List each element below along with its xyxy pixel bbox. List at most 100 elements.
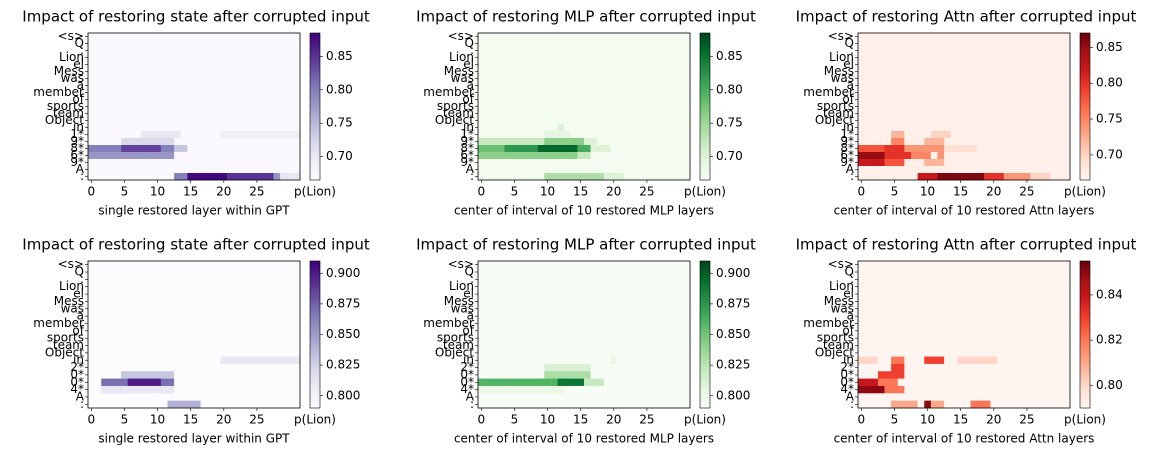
- heatmap-cell: [610, 159, 618, 167]
- heatmap-cell: [1036, 268, 1044, 276]
- heatmap-cell: [983, 89, 991, 97]
- heatmap-cell: [676, 327, 684, 335]
- heatmap-cell: [147, 349, 155, 357]
- heatmap-cell: [286, 393, 294, 401]
- heatmap-cell: [884, 159, 892, 167]
- heatmap-cell: [531, 319, 538, 328]
- heatmap-cell: [650, 378, 658, 387]
- heatmap-cell: [174, 371, 182, 379]
- heatmap-cell: [964, 261, 971, 269]
- heatmap-cell: [154, 349, 162, 357]
- heatmap-cell: [273, 400, 281, 409]
- heatmap-cell: [1036, 327, 1044, 335]
- heatmap-cell: [950, 341, 958, 350]
- heatmap-cell: [147, 400, 155, 409]
- heatmap-cell: [983, 61, 991, 69]
- heatmap-cell: [141, 33, 148, 41]
- heatmap-cell: [924, 117, 932, 125]
- heatmap-cell: [904, 297, 912, 306]
- heatmap-cell: [676, 356, 684, 365]
- heatmap-cell: [1063, 75, 1071, 83]
- heatmap-cell: [127, 54, 135, 62]
- y-tick-label: of: [72, 92, 84, 106]
- heatmap-cell: [997, 363, 1005, 372]
- heatmap-cell: [266, 33, 274, 41]
- heatmap-cell: [610, 400, 618, 409]
- heatmap-cell: [597, 124, 605, 132]
- heatmap-cell: [1030, 124, 1038, 132]
- y-tick-label: 9*: [70, 134, 84, 148]
- heatmap-cell: [643, 138, 651, 146]
- heatmap-cell: [260, 75, 268, 83]
- heatmap-cell: [227, 349, 235, 357]
- heatmap-cell: [531, 356, 538, 365]
- heatmap-cell: [107, 371, 115, 379]
- heatmap-cell: [266, 334, 274, 343]
- heatmap-cell: [944, 82, 952, 90]
- heatmap-cell: [220, 334, 228, 343]
- heatmap-cell: [917, 393, 925, 401]
- heatmap-cell: [864, 47, 872, 55]
- heatmap-cell: [531, 349, 538, 357]
- heatmap-cell: [1023, 305, 1031, 313]
- heatmap-cell: [213, 393, 221, 401]
- heatmap-cell: [233, 110, 241, 118]
- heatmap-cell: [531, 68, 538, 76]
- heatmap-cell: [1063, 166, 1071, 174]
- heatmap-cell: [531, 110, 538, 118]
- y-tick-label: Q: [465, 265, 474, 279]
- colorbar-label: p(Lion): [1064, 413, 1106, 427]
- chart-title: Impact of restoring state after corrupte…: [22, 8, 370, 26]
- heatmap-cell: [227, 261, 235, 269]
- heatmap-cell: [531, 166, 538, 174]
- heatmap-cell: [670, 61, 678, 69]
- heatmap-cell: [617, 319, 625, 328]
- heatmap-cell: [643, 312, 651, 321]
- heatmap-cell: [564, 385, 572, 394]
- heatmap-cell: [134, 312, 142, 321]
- heatmap-cell: [944, 131, 952, 139]
- heatmap-cell: [101, 152, 109, 160]
- heatmap-cell: [247, 96, 254, 104]
- heatmap-cell: [504, 305, 512, 313]
- heatmap-cell: [904, 40, 912, 48]
- heatmap-cell: [944, 54, 952, 62]
- heatmap-cell: [656, 356, 664, 365]
- heatmap-cell: [950, 327, 958, 335]
- heatmap-cell: [676, 349, 684, 357]
- heatmap-cell: [160, 138, 168, 146]
- heatmap-cell: [497, 40, 505, 48]
- heatmap-cell: [160, 275, 168, 284]
- heatmap-cell: [1030, 138, 1038, 146]
- heatmap-cell: [623, 275, 631, 284]
- heatmap-cell: [891, 319, 899, 328]
- heatmap-cell: [676, 275, 684, 284]
- heatmap-cell: [478, 334, 485, 343]
- heatmap-cell: [253, 371, 261, 379]
- y-tick-label: :: [850, 43, 854, 57]
- heatmap-cell: [897, 173, 905, 181]
- heatmap-cell: [1036, 152, 1044, 160]
- heatmap-cell: [683, 327, 691, 335]
- heatmap-cell: [524, 124, 532, 132]
- heatmap-cell: [180, 103, 188, 111]
- heatmap-cell: [233, 89, 241, 97]
- heatmap-cell: [911, 400, 918, 409]
- heatmap-cell: [630, 275, 638, 284]
- y-tick-label: Lion: [59, 279, 84, 293]
- heatmap-cell: [1010, 96, 1018, 104]
- heatmap-cell: [650, 131, 658, 139]
- heatmap-cell: [266, 297, 274, 306]
- heatmap-cell: [1023, 327, 1031, 335]
- heatmap-cell: [617, 152, 625, 160]
- heatmap-cell: [240, 290, 248, 299]
- heatmap-cell: [134, 319, 142, 328]
- heatmap-cell: [957, 393, 965, 401]
- heatmap-cell: [676, 33, 684, 41]
- heatmap-cell: [617, 341, 625, 350]
- heatmap-cell: [200, 110, 208, 118]
- heatmap-cell: [537, 68, 545, 76]
- heatmap-cell: [240, 319, 248, 328]
- x-tick-label: 10: [920, 185, 935, 199]
- heatmap-cell: [656, 33, 664, 41]
